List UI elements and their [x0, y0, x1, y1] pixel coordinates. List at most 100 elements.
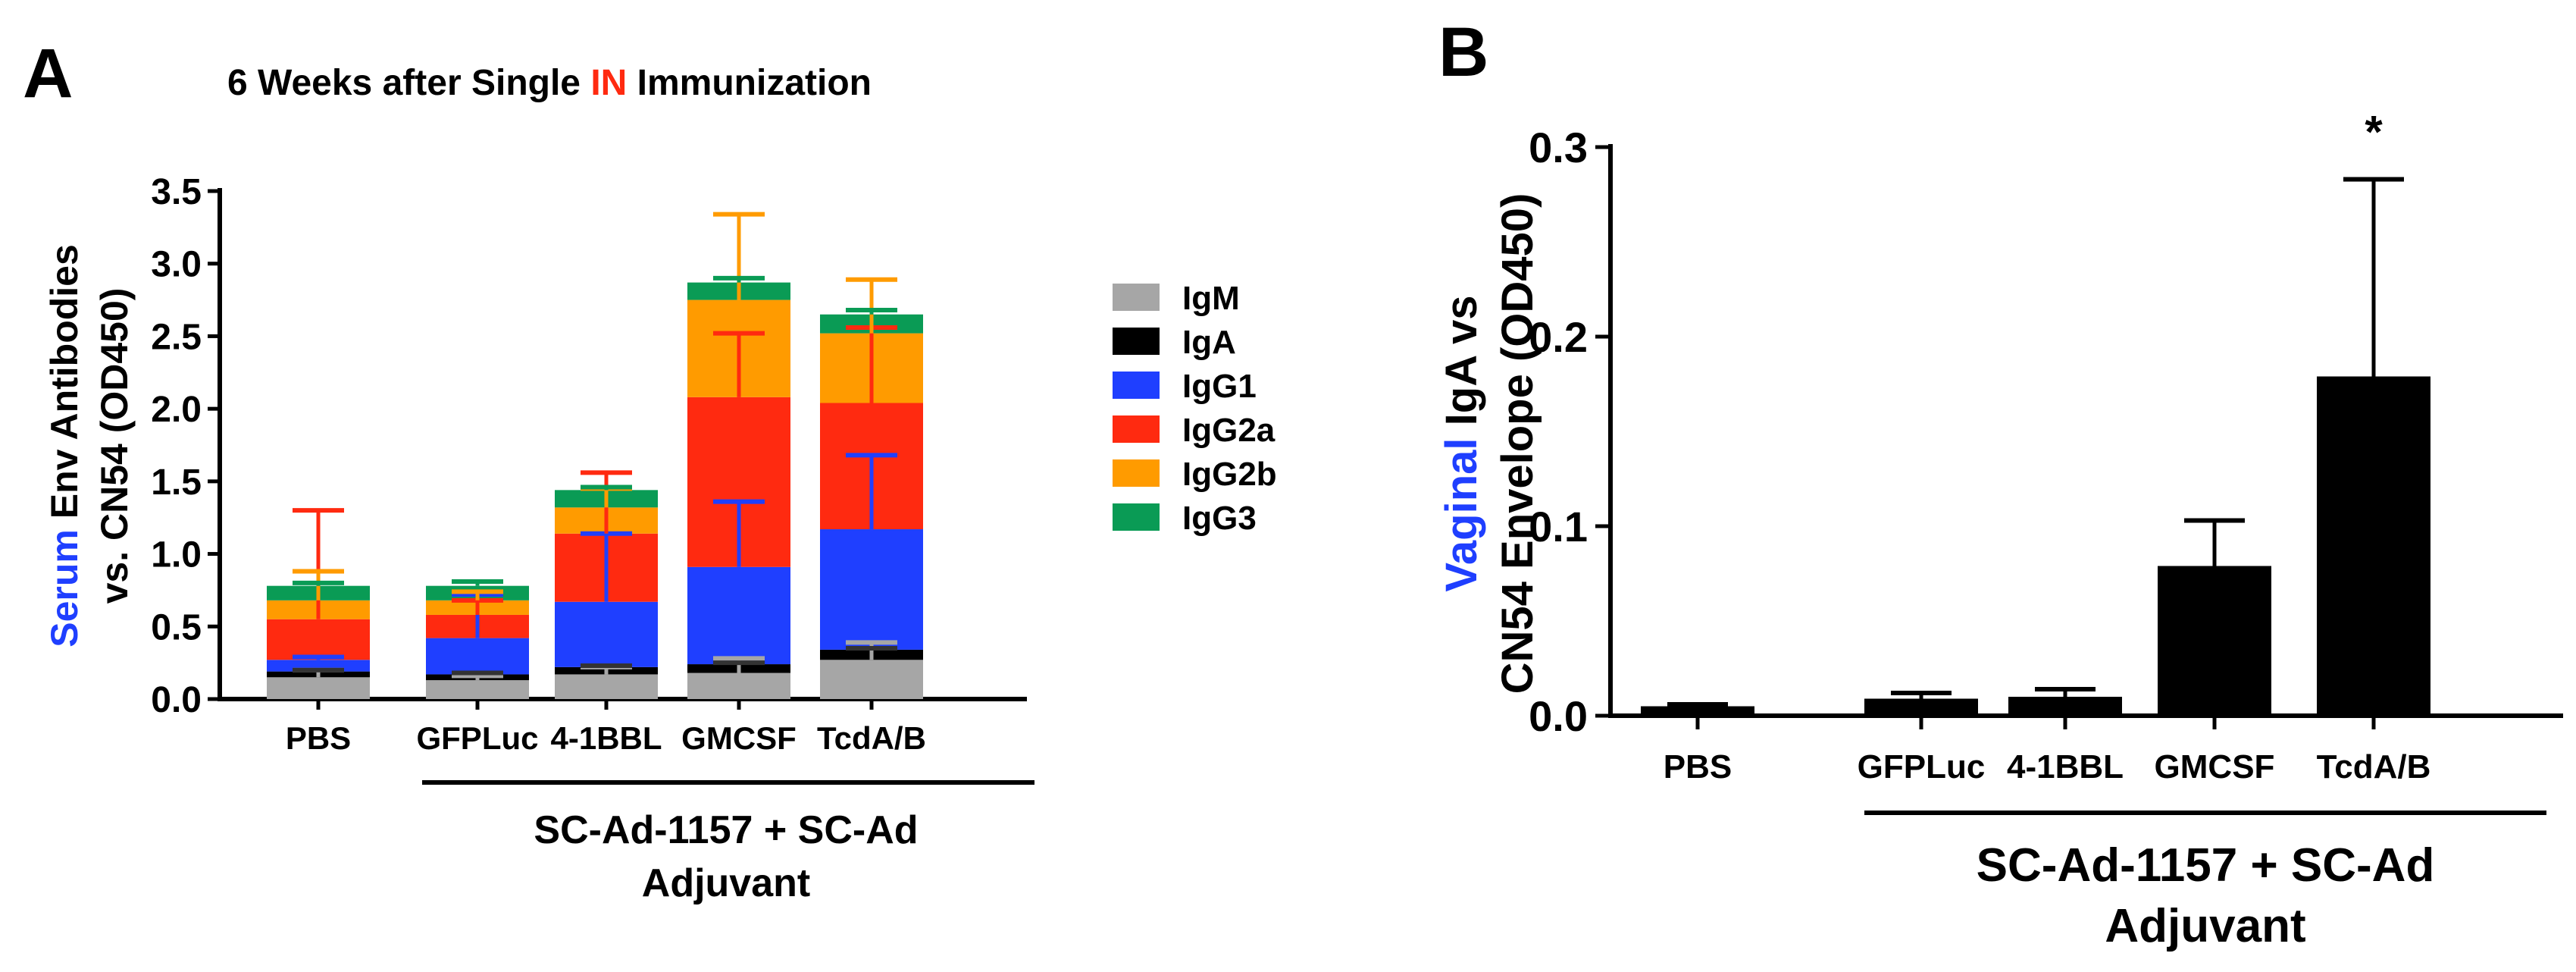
panel-a-title-part-1: 6 Weeks after Single: [227, 63, 590, 103]
bar-gmcsf-igm: [687, 673, 790, 699]
panel-a-y-tick-label: 3.5: [151, 172, 202, 212]
bar-b-4-1bbl: [2008, 697, 2122, 716]
bar-gfpluc-igg1: [426, 638, 529, 675]
panel-b-y-tick-label: 0.1: [1529, 503, 1588, 550]
error-bar-gmcsf-igg2a: [713, 331, 765, 397]
bar-pbs-igm: [267, 677, 370, 699]
panel-b-y-tick-label: 0.0: [1529, 692, 1588, 740]
panel-a-legend: IgM IgA IgG1 IgG2a IgG2b IgG3: [1113, 280, 1277, 537]
bar-b-gmcsf: [2158, 566, 2271, 716]
panel-a-x-tick-label-gmcsf: GMCSF: [681, 720, 797, 756]
panel-a-y-tick-label: 0.5: [151, 607, 202, 647]
panel-a-y-tick-label: 1.5: [151, 462, 202, 503]
error-bar-b-pbs: [1667, 702, 1728, 707]
panel-a-group-label-line1: SC-Ad-1157 + SC-Ad: [534, 808, 918, 852]
bar-4-1bbl-igg1: [555, 601, 658, 667]
legend-swatch-igg1: [1113, 372, 1160, 399]
panel-b-x-tick-label-pbs: PBS: [1664, 748, 1732, 785]
panel-a-label: A: [23, 35, 73, 112]
panel-a-x-tick-label-gfpluc: GFPLuc: [416, 720, 538, 756]
panel-a-y-ticks: 0.0 0.5 1.0 1.5 2.0 2.5 3.0 3.5: [151, 172, 220, 720]
error-bar-gfpluc-igg3: [452, 578, 503, 586]
error-bar-4-1bbl-igg3: [581, 484, 632, 491]
error-bar-tcda-b-iga: [846, 646, 897, 651]
panel-b-ylabel-highlight: Vaginal: [1437, 437, 1486, 591]
error-bar-tcda-b-igg2b: [846, 277, 897, 334]
error-bar-tcda-b-igm: [846, 640, 897, 660]
bar-gfpluc-igm: [426, 680, 529, 699]
panel-a-y-tick-label: 2.5: [151, 317, 202, 357]
panel-b-ylabel-part-2: IgA vs: [1437, 295, 1486, 437]
panel-a-x-tick-label-tcda-b: TcdA/B: [817, 720, 926, 756]
legend-swatch-igg3: [1113, 503, 1160, 531]
bar-b-tcda-b: [2317, 376, 2430, 716]
panel-b-annotations: *: [2365, 107, 2383, 158]
panel-b-y-ticks: 0.0 0.1 0.2 0.3: [1529, 124, 1610, 740]
bar-tcda-b-igm: [820, 660, 923, 699]
panel-b-label: B: [1438, 14, 1488, 91]
panel-a-x-categories: PBS GFPLuc 4-1BBL GMCSF TcdA/B: [286, 699, 926, 756]
panel-b-y-tick-label: 0.3: [1529, 124, 1588, 171]
error-bar-gmcsf-igg2b: [713, 212, 765, 300]
panel-a-ylabel-part-2: Env Antibodies: [43, 244, 86, 529]
error-bar-gfpluc-iga: [452, 670, 503, 676]
panel-a-title: 6 Weeks after Single IN Immunization: [227, 63, 872, 103]
panel-b-group-label-line1: SC-Ad-1157 + SC-Ad: [1977, 839, 2435, 892]
bar-4-1bbl-igm: [555, 674, 658, 699]
error-bar-4-1bbl-iga: [581, 663, 632, 668]
panel-a-x-tick-label-4-1bbl: 4-1BBL: [550, 720, 662, 756]
legend-label-igm: IgM: [1182, 280, 1240, 317]
error-bar-gmcsf-igg3: [713, 275, 765, 283]
panel-a-y-tick-label: 1.0: [151, 535, 202, 575]
error-bar-b-tcda-b: [2343, 177, 2404, 377]
legend-swatch-igm: [1113, 284, 1160, 311]
panel-b-x-tick-label-4-1bbl: 4-1BBL: [2007, 748, 2124, 785]
panel-b-x-tick-label-tcda-b: TcdA/B: [2317, 748, 2431, 785]
panel-b-x-tick-label-gmcsf: GMCSF: [2155, 748, 2275, 785]
legend-label-igg3: IgG3: [1182, 500, 1257, 537]
panel-b-bars: [1641, 376, 2430, 716]
panel-b-error-bars: [1667, 177, 2404, 707]
bar-b-pbs: [1641, 706, 1754, 716]
panel-b-y-tick-label: 0.2: [1529, 313, 1588, 361]
legend-label-iga: IgA: [1182, 324, 1236, 361]
significance-marker-tcda-b: *: [2365, 107, 2383, 158]
error-bar-pbs-igg1: [293, 654, 344, 660]
panel-a-group-label-line2: Adjuvant: [642, 861, 810, 905]
panel-a-ylabel: Serum Env Antibodies: [43, 244, 86, 647]
panel-a: A 6 Weeks after Single IN Immunization S…: [23, 35, 1277, 905]
panel-a-error-bars: [293, 212, 897, 681]
error-bar-tcda-b-igg3: [846, 307, 897, 315]
bar-gmcsf-igg1: [687, 566, 790, 665]
panel-b-group-label-line2: Adjuvant: [2105, 900, 2305, 952]
panel-a-ylabel-highlight: Serum: [43, 529, 86, 647]
panel-a-title-highlight: IN: [590, 63, 627, 103]
panel-b-ylabel-line2: CN54 Envelope (OD450): [1493, 193, 1542, 695]
error-bar-pbs-iga: [293, 667, 344, 673]
error-bar-pbs-igg2a: [293, 508, 344, 619]
error-bar-tcda-b-igg1: [846, 453, 897, 530]
legend-label-igg2a: IgG2a: [1182, 412, 1275, 449]
panel-a-x-tick-label-pbs: PBS: [286, 720, 351, 756]
panel-a-title-part-3: Immunization: [627, 63, 872, 103]
panel-b-x-tick-label-gfpluc: GFPLuc: [1858, 748, 1986, 785]
error-bar-pbs-igg3: [293, 580, 344, 586]
panel-a-ylabel-line2: vs. CN54 (OD450): [93, 288, 136, 604]
bar-b-gfpluc: [1864, 698, 1978, 716]
panel-a-y-tick-label: 3.0: [151, 245, 202, 285]
error-bar-gfpluc-igm: [452, 673, 503, 681]
error-bar-b-gmcsf: [2184, 518, 2245, 566]
error-bar-gmcsf-iga: [713, 660, 765, 666]
error-bar-gfpluc-igg2b: [452, 589, 503, 600]
panel-b-x-categories: PBS GFPLuc 4-1BBL GMCSF TcdA/B: [1664, 716, 2431, 785]
legend-swatch-iga: [1113, 328, 1160, 355]
bar-tcda-b-igg1: [820, 529, 923, 650]
legend-swatch-igg2a: [1113, 415, 1160, 443]
panel-a-y-tick-label: 2.0: [151, 390, 202, 430]
panel-b: B Vaginal IgA vs CN54 Envelope (OD450) 0…: [1437, 14, 2563, 952]
legend-swatch-igg2b: [1113, 459, 1160, 487]
bar-pbs-igg2a: [267, 619, 370, 660]
legend-label-igg2b: IgG2b: [1182, 456, 1277, 493]
legend-label-igg1: IgG1: [1182, 368, 1257, 405]
